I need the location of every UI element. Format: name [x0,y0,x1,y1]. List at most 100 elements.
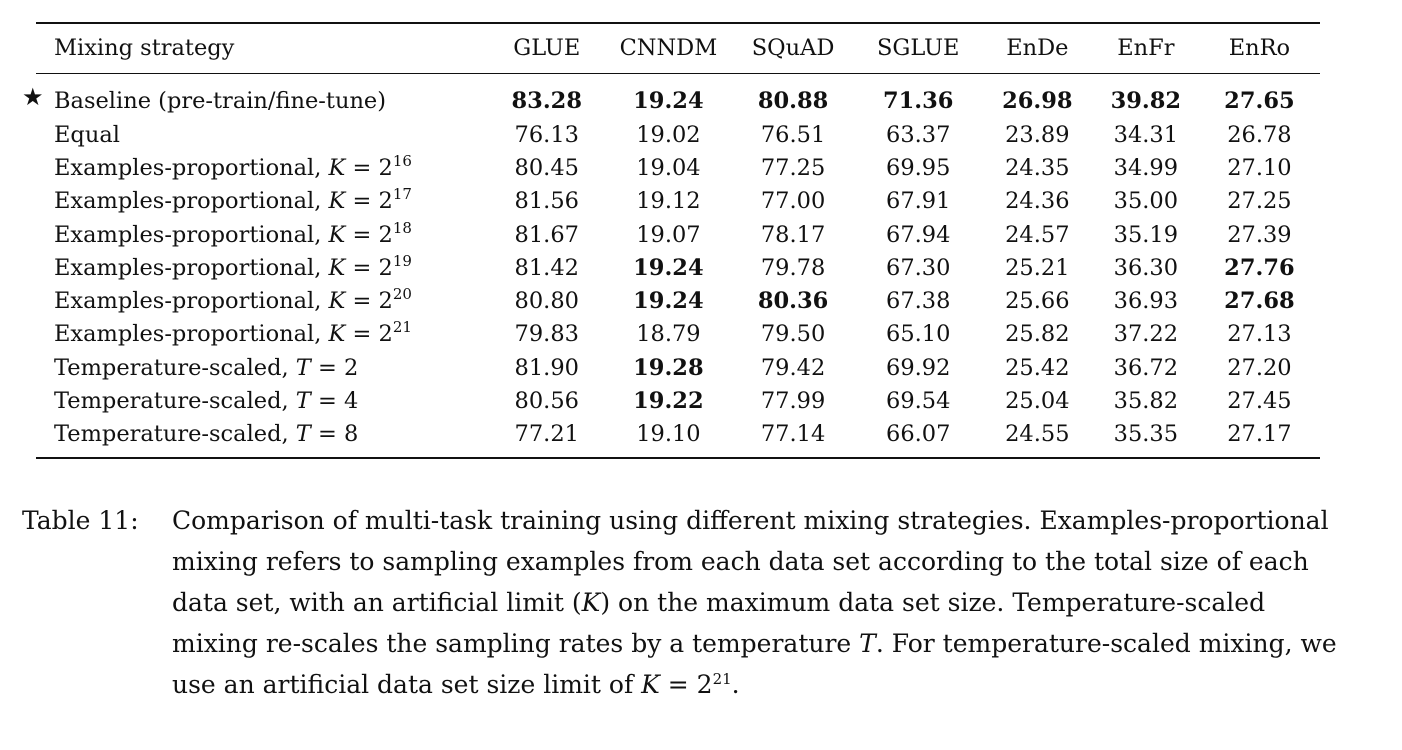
strategy-equals: = [345,221,379,248]
score-cell: 69.92 [886,354,951,381]
caption-segment: . For temperature-scaled mixing, we use … [172,629,1337,699]
strategy-name: Equal [54,121,120,148]
score-cell: 77.99 [760,388,826,415]
score-cell: 19.02 [636,121,701,148]
caption-variable: K [641,670,660,699]
score-cell: 80.88 [757,88,829,114]
score-cell: 67.30 [886,254,951,281]
column-header-enro: EnRo [1228,35,1291,61]
score-cell: 77.21 [514,421,579,448]
strategy-equals: = [345,154,379,181]
score-cell: 63.37 [886,121,951,148]
score-cell: 39.82 [1110,88,1182,114]
strategy-equals: = [345,288,379,315]
score-cell: 27.17 [1227,421,1292,448]
strategy-name: Temperature-scaled, [54,421,296,448]
strategy-name: Temperature-scaled, [54,388,296,415]
score-cell: 66.07 [886,421,951,448]
strategy-name: Examples-proportional, [54,188,329,215]
score-cell: 79.42 [760,354,826,381]
caption-segment: Comparison of multi-task training using … [172,506,1329,617]
table-header-row: Mixing strategy GLUE CNNDM SQuAD SGLUE EnDe En… [36,22,1320,74]
score-cell: 24.36 [1005,188,1070,215]
score-cell: 19.22 [633,388,704,415]
score-cell: 19.24 [633,254,704,281]
score-cell: 67.94 [886,221,951,248]
score-cell: 26.98 [1002,88,1073,114]
strategy-cell: ★ Baseline (pre-train/fine-tune) [22,74,488,118]
score-cell: 19.10 [636,421,701,448]
score-cell: 79.78 [760,254,826,281]
score-cell: 19.04 [636,154,701,181]
table-row: Examples-proportional, K = 218 81.67 19.07… [36,218,1320,251]
score-cell: 25.21 [1005,254,1070,281]
score-cell: 83.28 [511,88,582,114]
score-cell: 24.55 [1005,421,1070,448]
score-cell: 67.38 [886,288,951,315]
strategy-variable: T [295,421,311,448]
score-cell: 24.35 [1005,154,1070,181]
score-cell: 69.54 [886,388,951,415]
score-cell: 78.17 [760,221,826,248]
score-cell: 81.67 [514,221,579,248]
strategy-cell: Examples-proportional, K = 219 [36,251,488,284]
baseline-star-icon: ★ [22,83,44,111]
score-cell: 77.00 [760,188,826,215]
score-cell: 25.82 [1005,321,1070,348]
score-cell: 27.45 [1227,388,1292,415]
table-header-rule [36,73,1320,74]
score-cell: 27.13 [1227,321,1292,348]
score-cell: 18.79 [636,321,701,348]
strategy-name: Examples-proportional, [54,254,329,281]
score-cell: 67.91 [886,188,951,215]
score-cell: 76.13 [514,121,579,148]
caption-variable: T [859,629,876,658]
strategy-value: 2 [378,288,393,315]
score-cell: 27.25 [1227,188,1292,215]
score-cell: 35.00 [1113,188,1179,215]
strategy-variable: K [328,321,346,348]
strategy-name: Examples-proportional, [54,221,329,248]
strategy-name: Examples-proportional, [54,154,329,181]
score-cell: 77.14 [760,421,826,448]
score-cell: 80.80 [514,288,579,315]
strategy-exponent: 19 [392,251,412,270]
strategy-variable: K [328,221,346,248]
strategy-cell: Temperature-scaled, T = 8 [36,418,488,451]
score-cell: 80.36 [757,288,829,315]
caption-segment: ) on the maximum data set size. Temperat… [172,588,1266,658]
score-cell: 27.76 [1224,254,1295,281]
score-cell: 37.22 [1113,321,1179,348]
strategy-exponent: 20 [392,285,412,304]
strategy-exponent: 16 [392,151,412,170]
strategy-cell: Examples-proportional, K = 216 [36,151,488,184]
score-cell: 19.28 [633,354,704,381]
column-header-strategy: Mixing strategy [54,35,235,61]
score-cell: 25.42 [1005,354,1070,381]
score-cell: 65.10 [886,321,951,348]
score-cell: 27.39 [1227,221,1292,248]
column-header-ende: EnDe [1006,35,1069,61]
strategy-cell: Temperature-scaled, T = 4 [36,384,488,417]
score-cell: 25.04 [1005,388,1070,415]
caption-variable: K [581,588,601,617]
score-cell: 25.66 [1005,288,1070,315]
strategy-value: 2 [343,354,359,381]
strategy-exponent: 17 [392,185,412,204]
column-header-sglue: SGLUE [876,35,960,61]
score-cell: 34.99 [1113,154,1179,181]
score-cell: 79.83 [514,321,579,348]
score-cell: 34.31 [1113,121,1179,148]
strategy-cell: Examples-proportional, K = 220 [36,284,488,317]
results-table: Mixing strategy GLUE CNNDM SQuAD SGLUE EnDe En… [22,22,1320,451]
strategy-equals: = [345,254,379,281]
score-cell: 19.24 [633,288,704,315]
score-cell: 80.56 [514,388,579,415]
score-cell: 19.24 [633,88,704,114]
column-header-squad: SQuAD [751,35,835,61]
score-cell: 36.93 [1113,288,1179,315]
score-cell: 81.56 [514,188,579,215]
strategy-name: Baseline (pre-train/fine-tune) [54,88,387,114]
strategy-equals: = [310,421,344,448]
strategy-cell: Examples-proportional, K = 221 [36,318,488,351]
